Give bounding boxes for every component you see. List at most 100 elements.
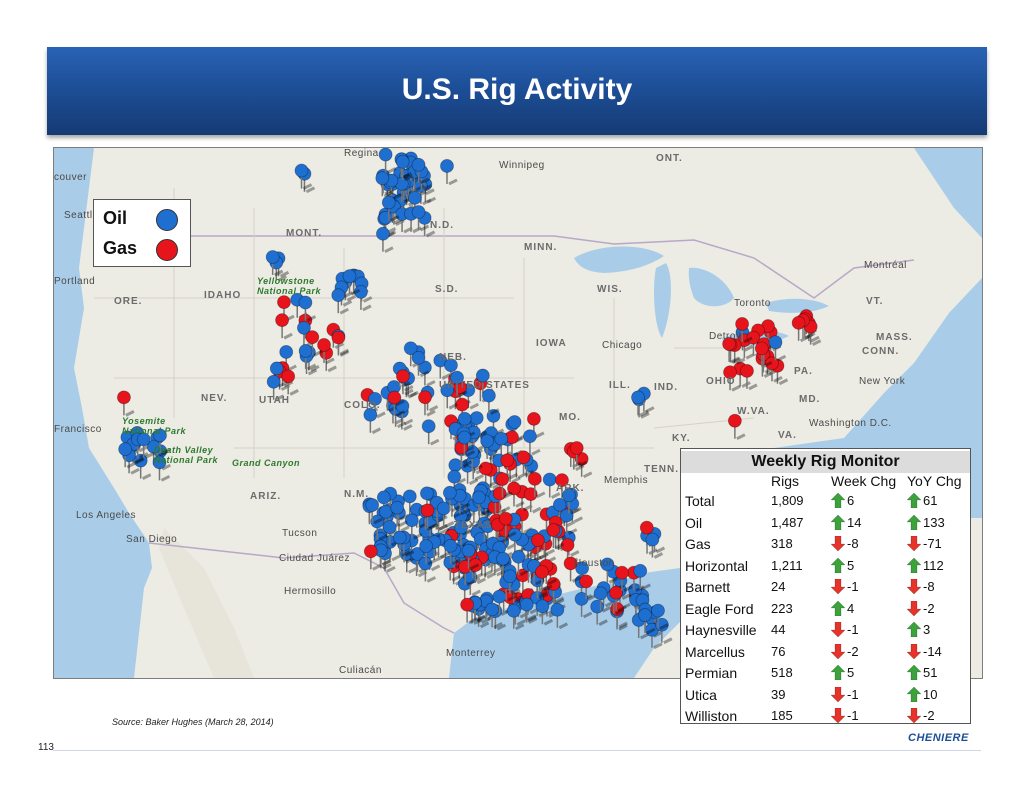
down-arrow-icon [907, 536, 921, 551]
monitor-row-permian: Permian 518 5 51 [681, 665, 970, 686]
monitor-row-barnett: Barnett 24 -1 -8 [681, 579, 970, 600]
oil-rig-pin [651, 603, 669, 630]
up-arrow-icon [831, 665, 845, 680]
oil-rig-pin [633, 563, 651, 591]
gas-rig-pin [791, 315, 810, 343]
oil-rig-pin [638, 608, 656, 635]
gas-rig-pin [527, 471, 546, 499]
gas-rig-pin [387, 390, 406, 417]
row-rigs: 24 [771, 579, 786, 594]
map-label-md: MD. [799, 394, 821, 405]
row-label: Gas [685, 536, 711, 552]
row-yoy-change: 10 [907, 686, 937, 702]
gas-rig-pin [275, 313, 293, 340]
map-label-mass: MASS. [876, 332, 913, 343]
row-label: Permian [685, 665, 738, 681]
map-label-texas: TEXAS [454, 520, 493, 531]
map-label-mont: MONT. [286, 228, 323, 239]
down-arrow-icon [831, 643, 845, 659]
row-label: Eagle Ford [685, 600, 754, 617]
oil-rig-pin [768, 335, 787, 362]
oil-rig-pin [450, 370, 468, 397]
monitor-row-oil: Oil 1,487 14 133 [681, 514, 970, 536]
map-label-death-valley-national-park: Death Valley National Park [154, 445, 219, 465]
legend-oil-label: Oil [103, 208, 128, 228]
map-label-va: VA. [778, 430, 797, 441]
gas-rig-pin [723, 365, 741, 392]
up-arrow-icon [831, 514, 845, 530]
oil-rig-pin [550, 602, 569, 630]
map-label-mo: MO. [559, 412, 581, 423]
oil-rig-pin [485, 602, 503, 629]
row-yoy-change: -8 [907, 579, 935, 594]
row-rigs: 1,809 [771, 493, 804, 508]
row-week-value: 4 [847, 600, 855, 616]
row-week-value: 5 [847, 665, 855, 680]
map-label-tenn: TENN. [644, 464, 679, 475]
row-yoy-change: 3 [907, 622, 930, 637]
oil-rig-pin [411, 157, 430, 185]
row-rigs: 1,487 [771, 514, 804, 530]
oil-rig-pin [463, 570, 481, 597]
map-label-ill: ILL. [609, 380, 631, 391]
row-week-value: -2 [847, 643, 859, 659]
oil-rig-pin [436, 501, 455, 528]
gas-rig-pin [418, 390, 436, 417]
map-label-toronto: Toronto [734, 298, 771, 309]
oil-rig-pin [265, 250, 284, 277]
map-label-ore: ORE. [114, 296, 143, 307]
monitor-row-utica: Utica 39 -1 10 [681, 686, 970, 708]
row-yoy-value: -2 [923, 708, 935, 723]
oil-rig-pin [452, 488, 471, 516]
gas-rig-pin [495, 472, 514, 499]
row-yoy-value: 133 [923, 514, 945, 530]
gas-rig-pin [530, 533, 549, 560]
oil-rig-pin [419, 539, 437, 566]
gas-rig-pin [331, 330, 350, 357]
monitor-col-week: Week Chg [831, 473, 897, 489]
oil-rig-pin [506, 603, 525, 631]
map-label-idaho: IDAHO [204, 290, 242, 301]
gas-rig-pin [363, 544, 382, 571]
oil-rig-pin [365, 498, 383, 525]
oil-rig-pin [363, 407, 382, 435]
oil-rig-pin [440, 159, 458, 186]
row-label: Haynesville [685, 622, 757, 638]
map-label-w-va: W.VA. [737, 406, 770, 417]
map-label-washington-d-c: Washington D.C. [809, 418, 892, 429]
oil-rig-pin [404, 206, 422, 234]
monitor-row-marcellus: Marcellus 76 -2 -14 [681, 643, 970, 665]
gas-rig-pin [396, 369, 414, 396]
map-label-n-m: N.M. [344, 489, 370, 500]
map-label-ont: ONT. [656, 153, 683, 164]
up-arrow-icon [907, 514, 921, 530]
map-label-portland: Portland [54, 276, 96, 287]
row-week-change: -8 [831, 536, 859, 551]
oil-rig-pin [461, 543, 480, 571]
footer-divider [53, 750, 981, 751]
row-week-change: -2 [831, 643, 859, 659]
row-yoy-value: 51 [923, 665, 938, 680]
oil-rig-pin [542, 472, 561, 499]
map-label-yosemite-national-park: Yosemite National Park [122, 416, 187, 436]
oil-rig-pin [471, 490, 490, 517]
oil-rig-pin [368, 391, 386, 419]
oil-rig-pin [373, 543, 392, 570]
map-label-couver: couver [54, 172, 88, 183]
slide-title: U.S. Rig Activity [401, 73, 633, 106]
map-label-united-states: UNITED STATES [439, 380, 530, 391]
up-arrow-icon [907, 622, 921, 637]
gas-rig-pin [505, 430, 523, 457]
map-label-minn: MINN. [524, 242, 558, 253]
map-label-wis: WIS. [597, 284, 623, 295]
oil-rig-pin [511, 549, 530, 577]
oil-rig-pin [417, 360, 436, 387]
row-label: Barnett [685, 579, 731, 595]
oil-rig-pin [298, 344, 317, 371]
oil-rig-pin [411, 350, 430, 378]
oil-rig-pin [593, 586, 612, 613]
gas-rig-pin [735, 317, 753, 344]
map-label-seattle: Seattle [64, 210, 99, 221]
map-label-neb: NEB. [439, 352, 467, 363]
cheniere-logo: CHENIERE [908, 732, 969, 744]
